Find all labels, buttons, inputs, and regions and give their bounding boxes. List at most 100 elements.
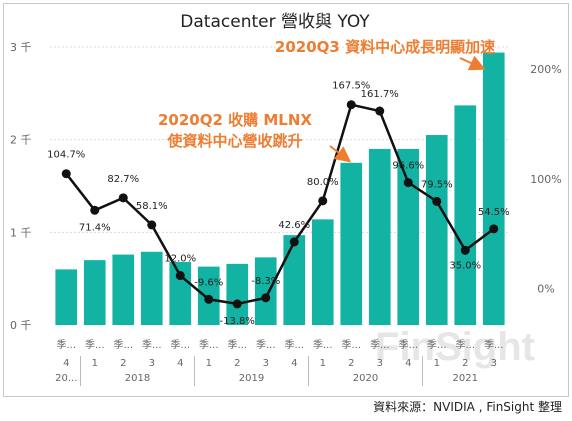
right-tick-label: 100%: [530, 173, 561, 186]
x-year-label: 2019: [239, 373, 264, 384]
yoy-data-label: 71.4%: [79, 222, 111, 233]
x-tick-quarter: 4: [63, 358, 69, 369]
annotation-mlnx-1: 2020Q2 收購 MLNX: [158, 111, 312, 129]
x-tick-quarter: 4: [177, 358, 183, 369]
yoy-point: [432, 196, 442, 206]
yoy-data-label: 58.1%: [136, 201, 168, 212]
yoy-data-label: -8.3%: [251, 276, 280, 287]
yoy-point: [289, 237, 299, 247]
bar: [340, 162, 363, 325]
yoy-data-label: 104.7%: [47, 150, 85, 161]
annotation-arrow-mlnx: [329, 145, 352, 163]
x-tick-quarter: 2: [462, 358, 468, 369]
x-tick-prefix: 季...: [313, 339, 333, 351]
x-tick-prefix: 季...: [484, 339, 504, 351]
bar: [140, 251, 163, 325]
yoy-point: [90, 205, 100, 215]
x-tick-prefix: 季...: [427, 339, 447, 351]
x-tick-prefix: 季...: [455, 339, 475, 351]
x-axis-ticks: 季... 4 季... 1 季... 2 季... 3 季... 4 季... 1 季... 2 季... 3…: [55, 339, 504, 386]
yoy-point: [147, 220, 157, 230]
x-tick-quarter: 3: [491, 358, 497, 369]
bar: [112, 254, 135, 325]
yoy-data-label: 161.7%: [361, 89, 399, 100]
yoy-point: [232, 299, 242, 309]
left-tick-label: 3 千: [10, 41, 32, 54]
bar: [254, 257, 277, 325]
x-tick-quarter: 1: [434, 358, 440, 369]
x-tick-prefix: 季...: [113, 339, 133, 351]
left-tick-label: 1 千: [10, 226, 32, 239]
yoy-data-label: -13.8%: [220, 316, 255, 327]
yoy-labels: 104.7% 71.4% 82.7% 58.1% 12.0% -9.6% -13.8% -8.…: [47, 81, 509, 327]
yoy-data-label: 54.5%: [478, 207, 510, 218]
yoy-polyline: [65, 103, 495, 306]
bar: [368, 148, 391, 325]
x-tick-quarter: 2: [234, 358, 240, 369]
x-tick-prefix: 季...: [142, 339, 162, 351]
yoy-data-label: 12.0%: [164, 254, 196, 265]
x-tick-prefix: 季...: [56, 339, 76, 351]
x-tick-quarter: 3: [263, 358, 269, 369]
bar: [55, 269, 78, 325]
watermark: FinSight: [375, 325, 535, 369]
bar: [482, 52, 505, 326]
bar: [83, 260, 106, 325]
bar: [454, 105, 477, 325]
yoy-point: [118, 193, 128, 203]
x-tick-prefix: 季...: [85, 339, 105, 351]
annotation-mlnx-2: 使資料中心營收跳升: [166, 132, 302, 150]
x-year-label: 2020: [353, 373, 378, 384]
yoy-point: [346, 100, 356, 110]
yoy-line: [61, 100, 499, 309]
bars: [55, 52, 505, 326]
right-tick-label: 0%: [537, 283, 554, 296]
x-tick-quarter: 2: [120, 358, 126, 369]
x-year-label: 20...: [55, 373, 77, 384]
x-tick-prefix: 季...: [256, 339, 276, 351]
bar: [425, 135, 448, 325]
annotation-q3: 2020Q3 資料中心成長明顯加速: [275, 38, 495, 56]
bar: [169, 261, 192, 325]
x-tick-quarter: 4: [405, 358, 411, 369]
source-note: 資料來源：NVIDIA , FinSight 整理: [373, 400, 562, 414]
x-tick-prefix: 季...: [370, 339, 390, 351]
x-year-label: 2018: [125, 373, 150, 384]
yoy-data-label: 79.5%: [421, 179, 453, 190]
x-year-label: 2021: [453, 373, 478, 384]
grid-lines: [50, 46, 510, 233]
bar: [311, 219, 334, 325]
yoy-data-label: 167.5%: [332, 81, 370, 92]
x-tick-quarter: 4: [291, 358, 297, 369]
x-tick-prefix: 季...: [227, 339, 247, 351]
x-tick-quarter: 1: [206, 358, 212, 369]
x-tick-quarter: 1: [92, 358, 98, 369]
x-tick-quarter: 3: [149, 358, 155, 369]
annotation-arrow-q3: [459, 55, 486, 71]
yoy-data-label: 80.0%: [307, 177, 339, 188]
left-tick-label: 0 千: [10, 319, 32, 332]
x-tick-prefix: 季...: [398, 339, 418, 351]
yoy-data-label: -9.6%: [194, 277, 223, 288]
yoy-point: [204, 294, 214, 304]
x-tick-quarter: 2: [348, 358, 354, 369]
x-tick-prefix: 季...: [199, 339, 219, 351]
yoy-data-label: 82.7%: [107, 174, 139, 185]
yoy-point: [489, 224, 499, 234]
x-tick-prefix: 季...: [170, 339, 190, 351]
x-tick-prefix: 季...: [284, 339, 304, 351]
yoy-point: [403, 178, 413, 188]
left-tick-label: 2 千: [10, 134, 32, 147]
bar: [397, 148, 420, 325]
chart-title: Datacenter 營收與 YOY: [180, 12, 370, 32]
x-tick-prefix: 季...: [341, 339, 361, 351]
yoy-point: [61, 169, 71, 179]
yoy-point: [318, 196, 328, 206]
yoy-point: [261, 293, 271, 303]
right-axis-ticks: 0% 100% 200%: [530, 63, 561, 296]
bar: [226, 263, 249, 325]
yoy-data-label: 96.6%: [392, 161, 424, 172]
yoy-point: [375, 106, 385, 116]
left-axis-ticks: 0 千 1 千 2 千 3 千: [10, 41, 32, 332]
